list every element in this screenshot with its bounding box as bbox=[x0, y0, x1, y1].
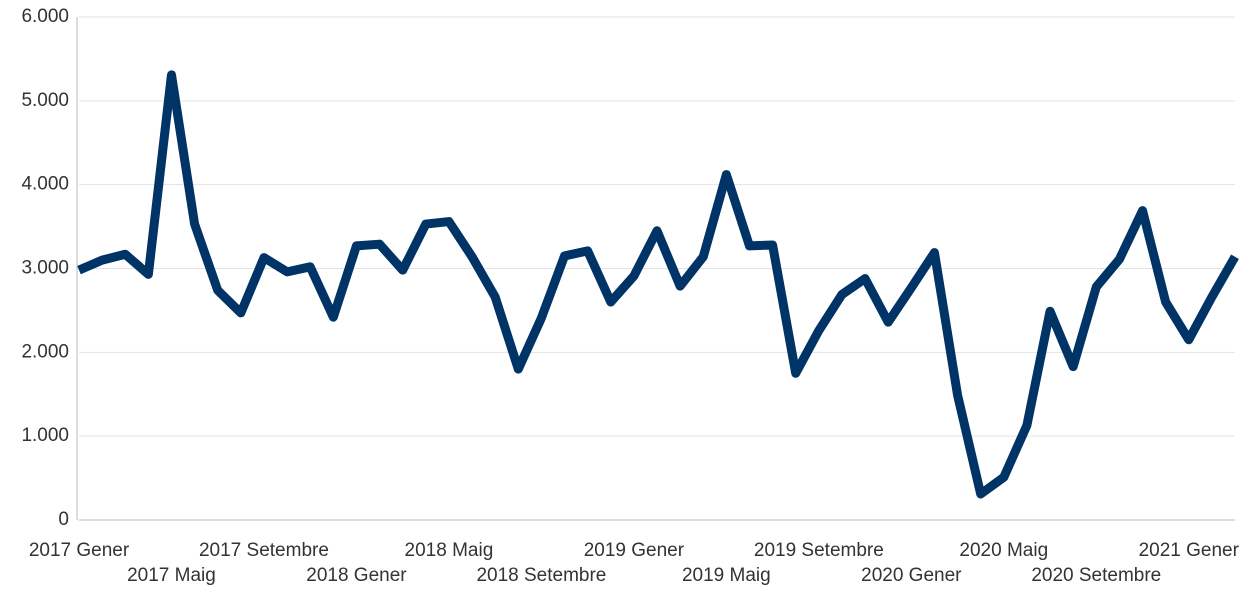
y-tick-label: 1.000 bbox=[21, 425, 69, 446]
x-tick-label: 2020 Gener bbox=[861, 565, 962, 586]
y-tick-label: 0 bbox=[58, 509, 69, 530]
x-tick-label: 2020 Maig bbox=[959, 540, 1048, 561]
x-tick-label: 2019 Maig bbox=[682, 565, 771, 586]
x-tick-label: 2018 Setembre bbox=[476, 565, 606, 586]
y-tick-label: 2.000 bbox=[21, 341, 69, 362]
x-tick-label: 2017 Setembre bbox=[199, 540, 329, 561]
x-tick-label: 2017 Gener bbox=[29, 540, 130, 561]
data-line bbox=[77, 70, 1239, 499]
x-tick-label: 2018 Maig bbox=[405, 540, 494, 561]
x-tick-label: 2020 Setembre bbox=[1031, 565, 1161, 586]
x-tick-label: 2019 Setembre bbox=[754, 540, 884, 561]
y-tick-label: 5.000 bbox=[21, 90, 69, 111]
y-tick-label: 4.000 bbox=[21, 174, 69, 195]
y-tick-label: 3.000 bbox=[21, 258, 69, 279]
x-tick-label: 2017 Maig bbox=[127, 565, 216, 586]
x-tick-label: 2021 Gener bbox=[1139, 540, 1240, 561]
x-tick-label: 2018 Gener bbox=[306, 565, 407, 586]
x-tick-label: 2019 Gener bbox=[584, 540, 685, 561]
y-tick-label: 6.000 bbox=[21, 6, 69, 27]
